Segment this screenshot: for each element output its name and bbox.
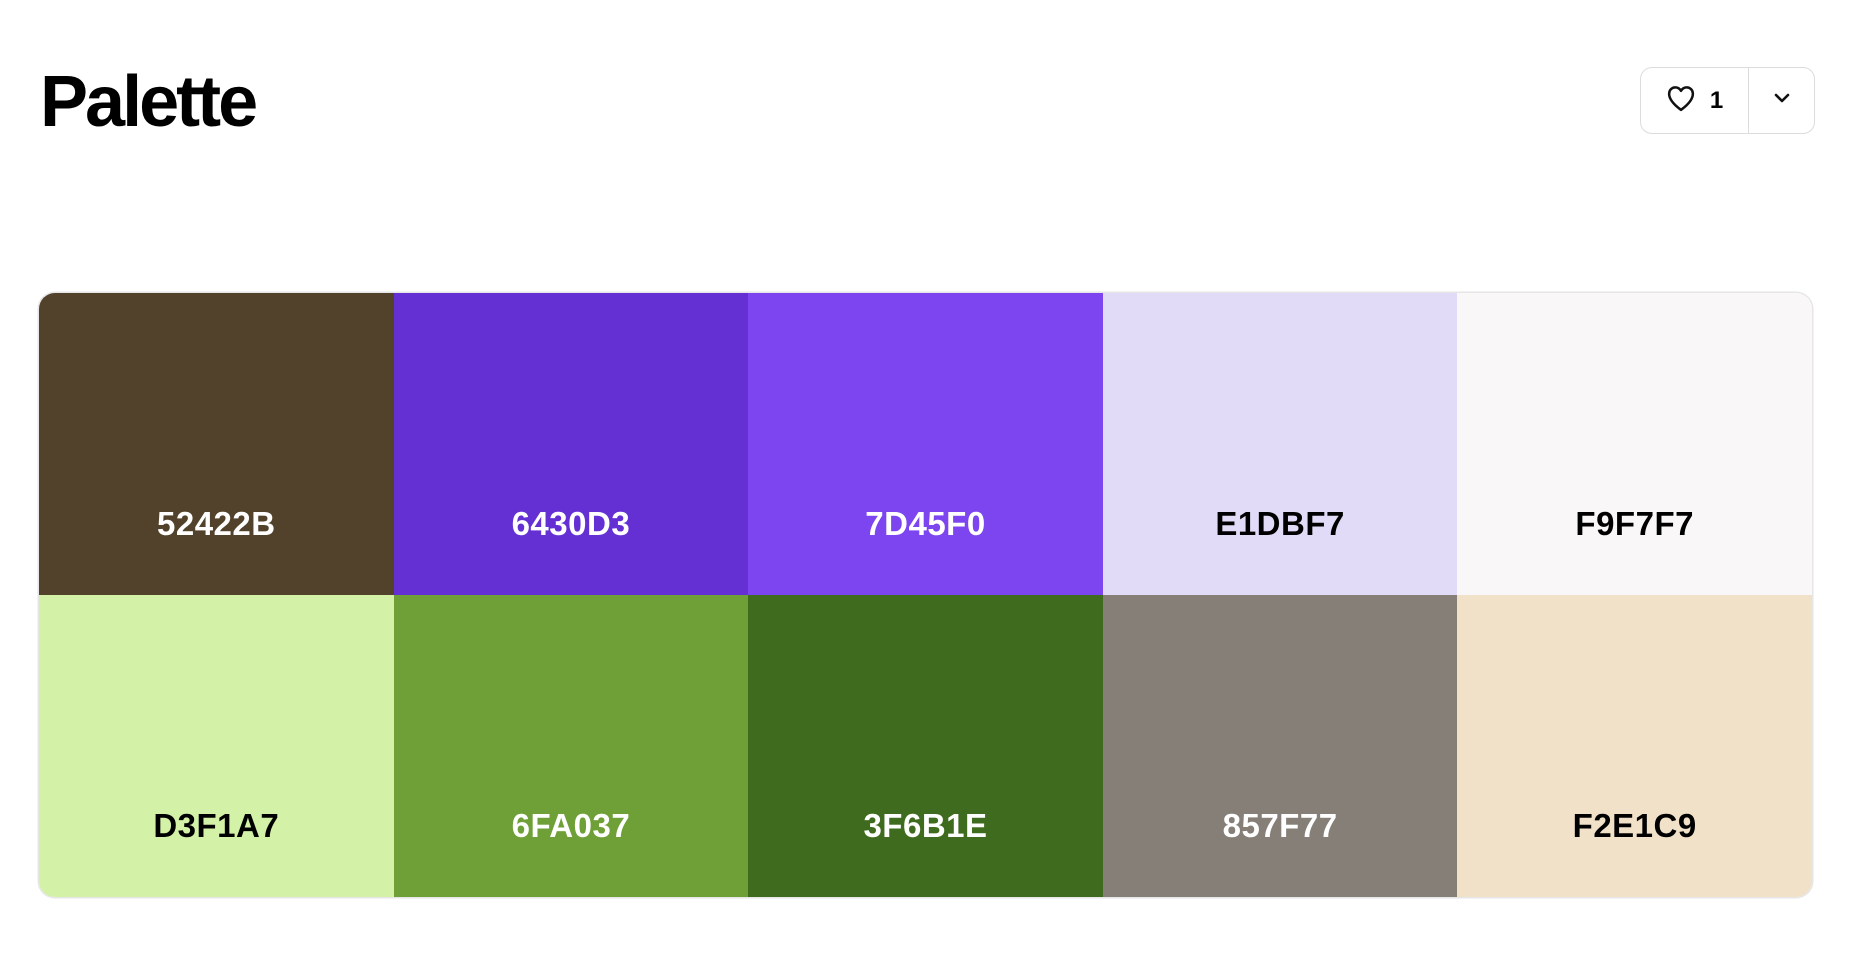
swatch-hex-label: F9F7F7 [1575, 505, 1694, 542]
swatch-hex-label: 6430D3 [511, 505, 631, 542]
color-swatch-857f77[interactable]: 857F77 [1102, 595, 1458, 897]
swatch-hex-label: 857F77 [1222, 807, 1338, 844]
swatch-hex-label: E1DBF7 [1215, 505, 1345, 542]
palette-grid: 52422B 6430D3 7D45F0 E1DBF7 F9F7F7 D3F1A… [39, 293, 1812, 897]
color-swatch-e1dbf7[interactable]: E1DBF7 [1102, 293, 1458, 595]
color-swatch-52422b[interactable]: 52422B [39, 293, 394, 595]
color-swatch-f2e1c9[interactable]: F2E1C9 [1457, 595, 1812, 897]
page-title: Palette [40, 62, 258, 142]
color-swatch-d3f1a7[interactable]: D3F1A7 [39, 595, 394, 897]
swatch-hex-label: D3F1A7 [153, 807, 280, 844]
color-swatch-f9f7f7[interactable]: F9F7F7 [1457, 293, 1812, 595]
swatch-hex-label: 52422B [156, 505, 276, 542]
like-button[interactable]: 1 [1641, 68, 1749, 133]
more-options-button[interactable] [1749, 68, 1814, 133]
chevron-down-icon [1772, 91, 1792, 110]
color-swatch-3f6b1e[interactable]: 3F6B1E [748, 595, 1103, 897]
heart-icon [1666, 84, 1696, 117]
color-swatch-6fa037[interactable]: 6FA037 [393, 595, 749, 897]
swatch-hex-label: 3F6B1E [863, 807, 988, 844]
color-swatch-6430d3[interactable]: 6430D3 [393, 293, 749, 595]
swatch-hex-label: F2E1C9 [1572, 807, 1697, 844]
swatch-hex-label: 7D45F0 [865, 505, 986, 542]
palette-actions: 1 [1640, 67, 1815, 134]
color-swatch-7d45f0[interactable]: 7D45F0 [748, 293, 1103, 595]
like-count: 1 [1709, 86, 1724, 114]
swatch-hex-label: 6FA037 [511, 807, 631, 844]
